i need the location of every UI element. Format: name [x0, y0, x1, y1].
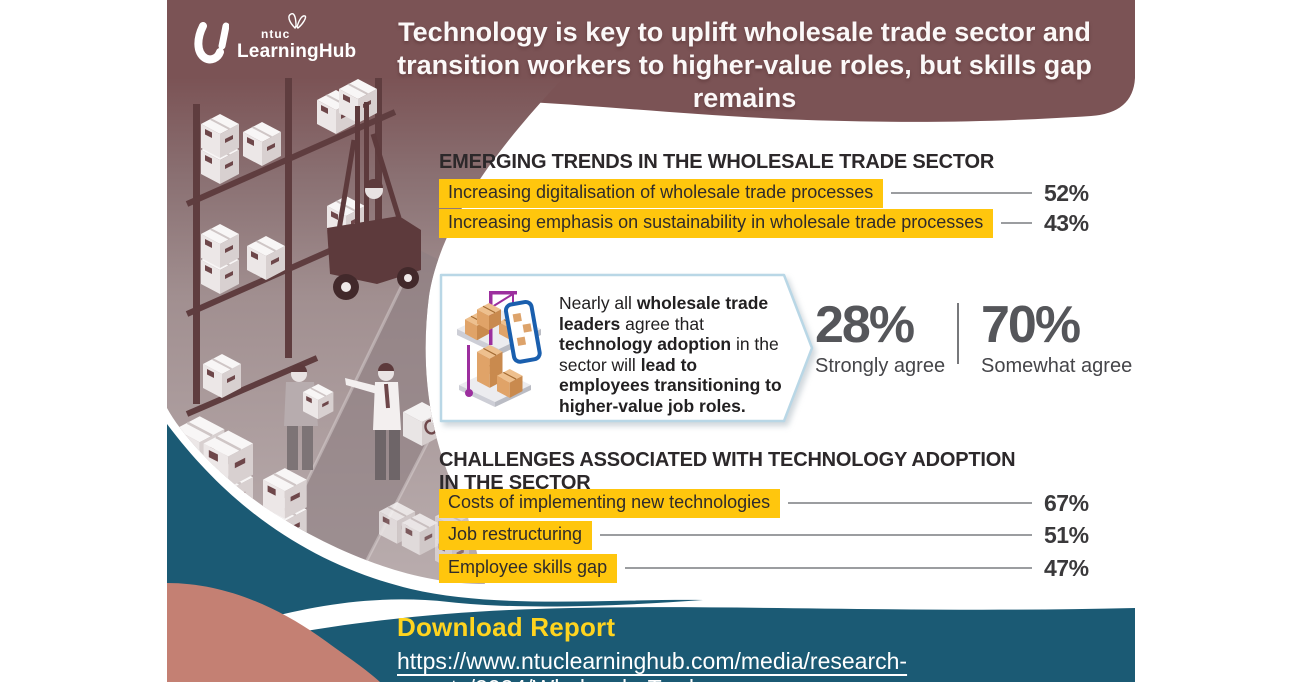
trend-row: Increasing digitalisation of wholesale t… [439, 178, 1110, 208]
challenge-value: 47% [1044, 554, 1089, 581]
stat-strongly-agree: 28% Strongly agree [815, 296, 946, 378]
challenge-row: Job restructuring 51% [439, 520, 1110, 550]
infographic-card: ntuc LearningHub Technology is key to up… [167, 0, 1135, 682]
trend-label-chip: Increasing emphasis on sustainability in… [439, 208, 994, 238]
leader-line [625, 567, 1032, 569]
title-line1: Technology is key to uplift wholesale tr… [398, 17, 1091, 47]
report-url-link[interactable]: https://www.ntuclearninghub.com/media/re… [397, 648, 908, 682]
challenge-label-chip: Costs of implementing new technologies [439, 488, 781, 518]
stat-somewhat-agree: 70% Somewhat agree [981, 296, 1133, 378]
logo-hub-text: LearningHub [237, 40, 357, 62]
leader-line [891, 192, 1032, 194]
challenges-heading-line1: CHALLENGES ASSOCIATED WITH TECHNOLOGY AD… [439, 449, 1016, 471]
callout-content: Nearly all wholesale trade leaders agree… [453, 287, 805, 416]
logistics-tech-icon [457, 291, 542, 407]
brand-logo: ntuc LearningHub [193, 13, 363, 70]
download-report-link[interactable]: Download Report [397, 612, 616, 642]
leader-line [788, 502, 1032, 504]
challenge-row: Costs of implementing new technologies 6… [439, 488, 1110, 518]
stat-value: 28% [815, 296, 915, 354]
title-line2: transition workers to higher-value roles… [397, 50, 1092, 113]
agreement-stats: 28% Strongly agree 70% Somewhat agree [815, 296, 1133, 378]
stat-value: 70% [981, 296, 1081, 354]
trend-row: Increasing emphasis on sustainability in… [439, 208, 1110, 238]
stat-label: Somewhat agree [981, 355, 1133, 377]
trend-value: 43% [1044, 209, 1089, 236]
challenge-label-chip: Employee skills gap [439, 553, 618, 583]
stat-divider [957, 303, 959, 364]
footer: Download Report https://www.ntuclearning… [397, 612, 1135, 682]
butterfly-icon [288, 13, 307, 30]
ntuc-u-icon [194, 22, 229, 64]
trend-label-chip: Increasing digitalisation of wholesale t… [439, 178, 884, 208]
logo-ntuc-text: ntuc [261, 26, 291, 41]
challenge-value: 67% [1044, 489, 1089, 516]
page-title: Technology is key to uplift wholesale tr… [362, 16, 1127, 115]
callout-text: Nearly all wholesale trade leaders agree… [559, 293, 782, 416]
challenge-value: 51% [1044, 521, 1089, 548]
challenge-row: Employee skills gap 47% [439, 553, 1110, 583]
challenge-label-chip: Job restructuring [439, 520, 593, 550]
leader-line [600, 534, 1032, 536]
stat-label: Strongly agree [815, 355, 946, 377]
emerging-trends-heading: EMERGING TRENDS IN THE WHOLESALE TRADE S… [439, 151, 995, 173]
trend-value: 52% [1044, 179, 1089, 206]
leader-line [1001, 222, 1032, 224]
